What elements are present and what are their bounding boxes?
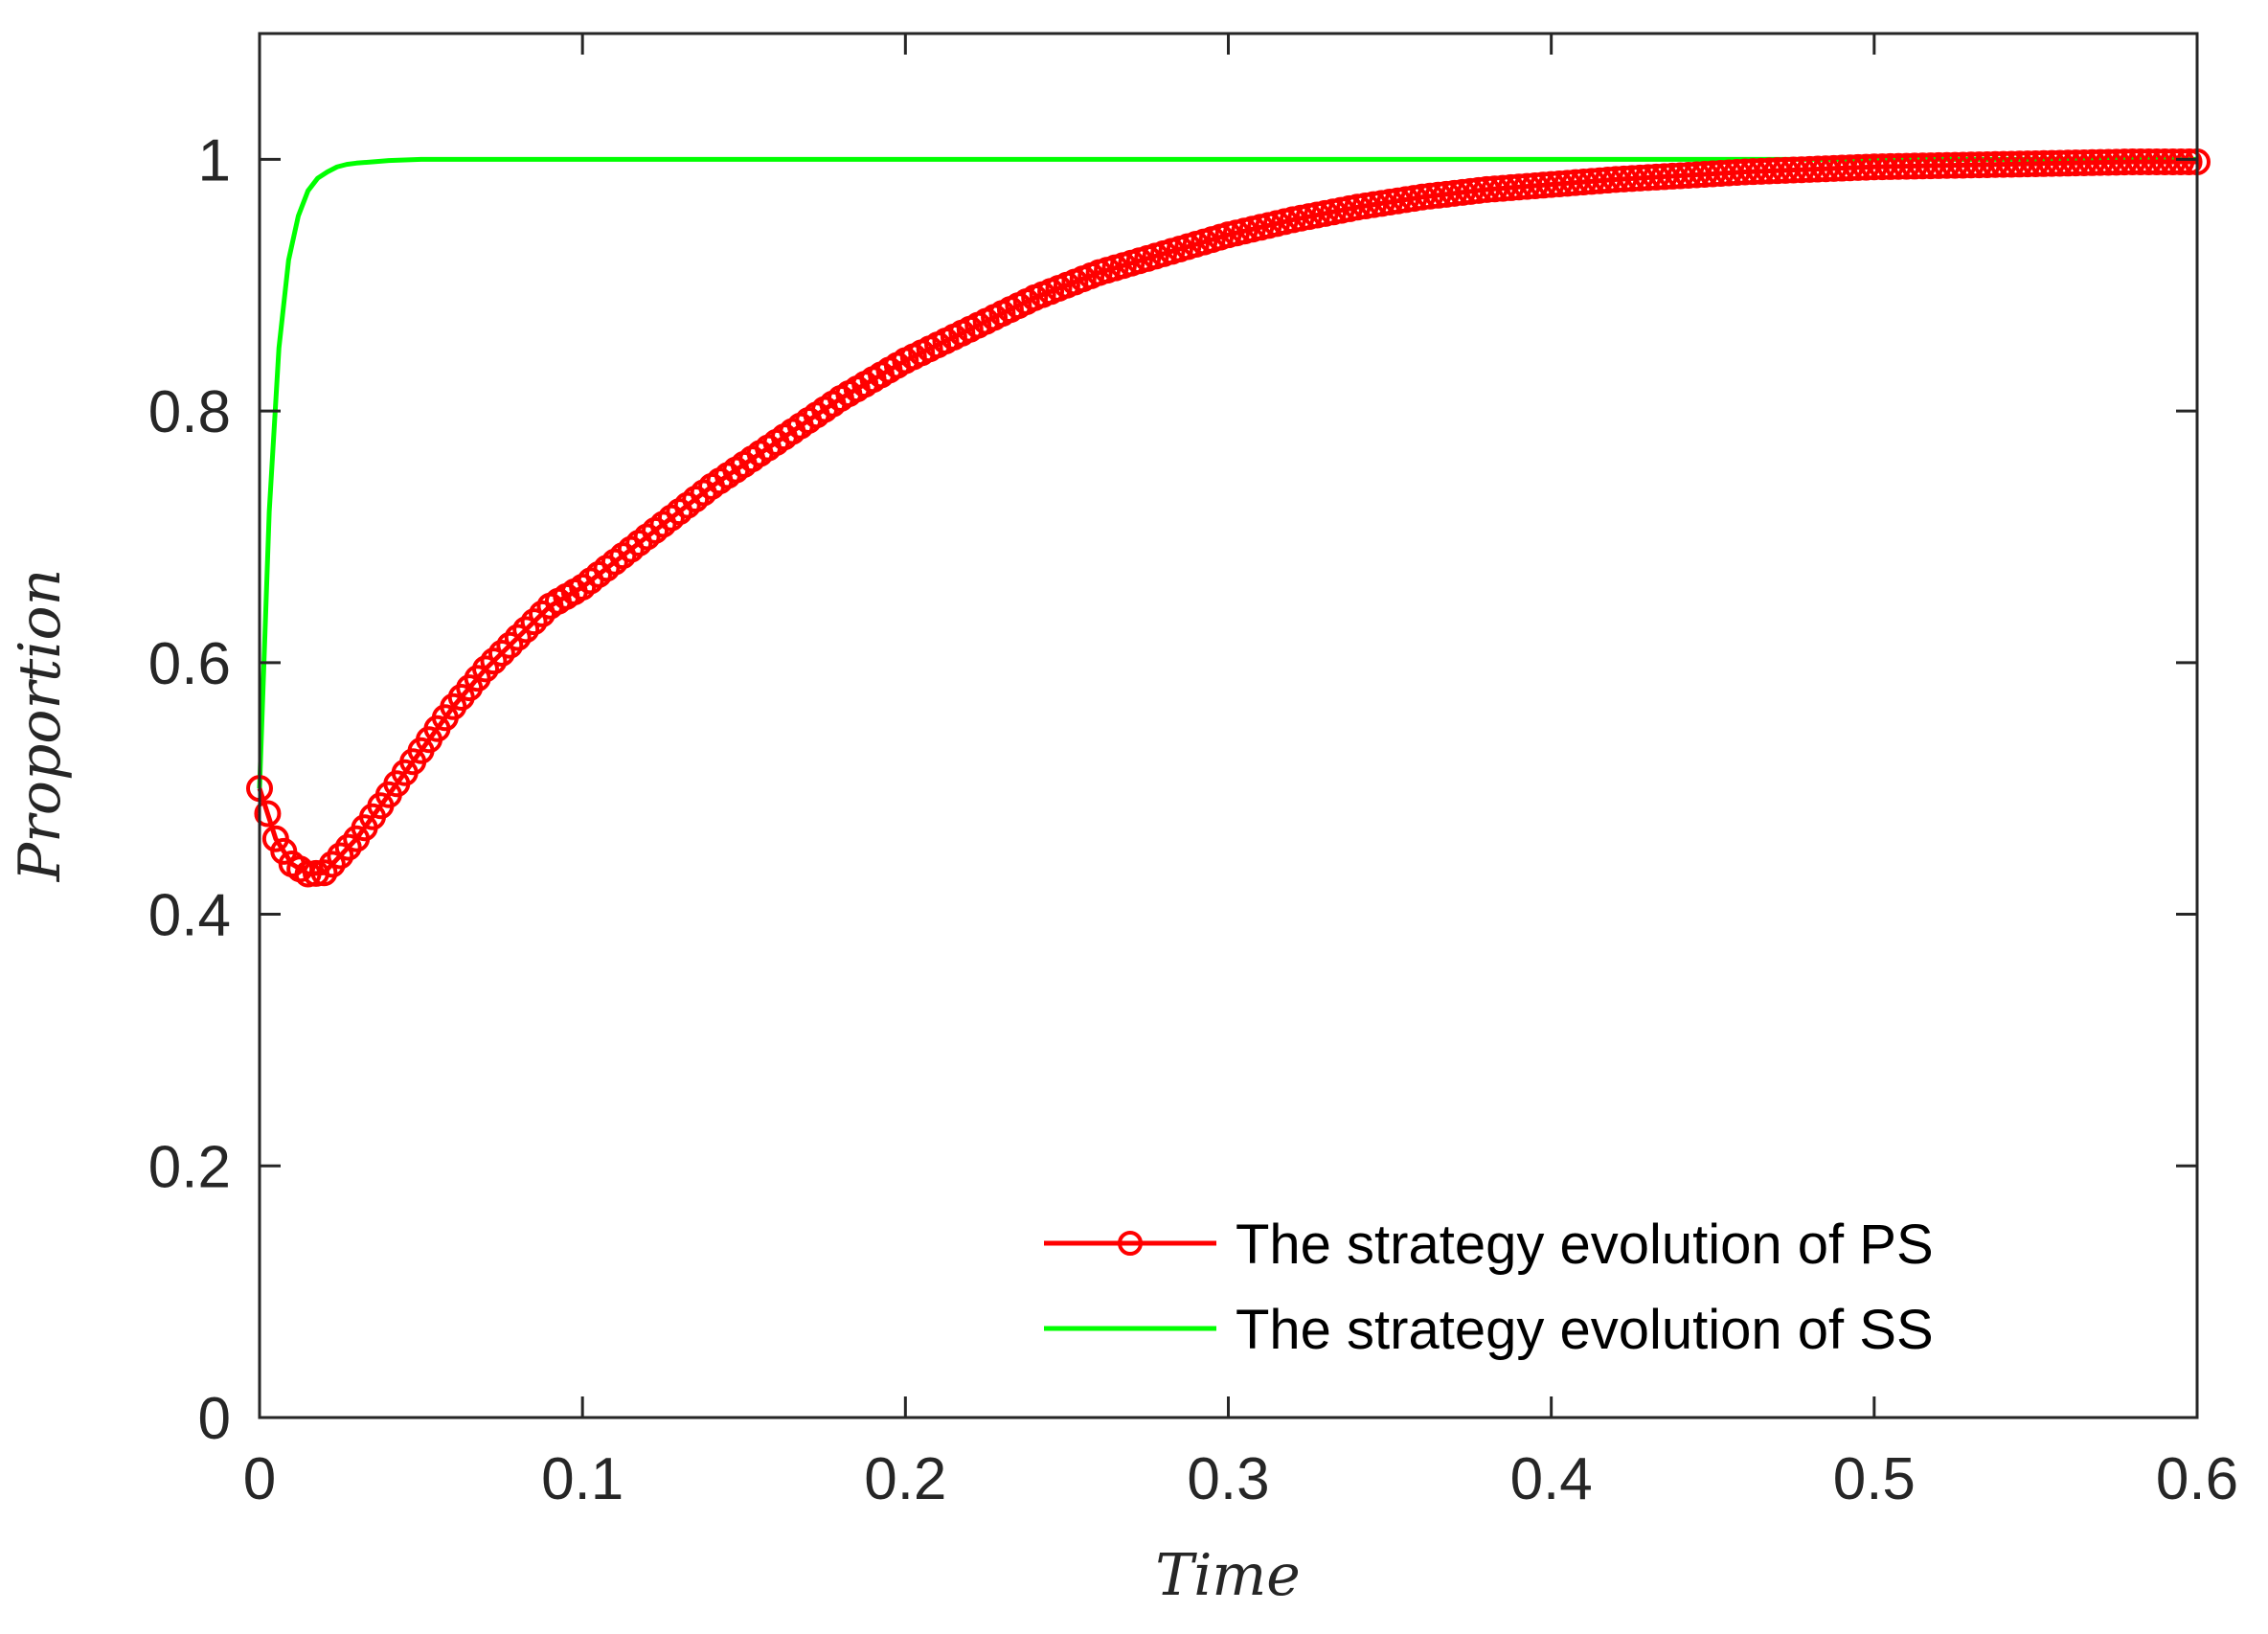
data-point-ps: [318, 851, 346, 878]
y-tick-label: 0: [198, 1386, 231, 1452]
legend-marker-ps: [1118, 1231, 1143, 1256]
y-tick-label: 1: [198, 127, 231, 193]
y-tick-label: 0.6: [148, 631, 231, 697]
data-point-ps: [2167, 148, 2195, 175]
series-layer: [246, 148, 2211, 888]
y-axis-label: Proportion: [7, 569, 74, 882]
x-tick-label: 0.3: [1187, 1446, 1269, 1512]
data-point-ps: [2175, 148, 2203, 175]
y-tick-label: 0.8: [148, 379, 231, 445]
x-tick-label: 0.1: [541, 1446, 624, 1512]
x-tick-label: 0.2: [864, 1446, 946, 1512]
series-line-ss: [257, 156, 2197, 789]
y-tick-label: 0.2: [148, 1134, 231, 1200]
legend: The strategy evolution of PS The strateg…: [1044, 1214, 1934, 1361]
data-point-ps: [512, 616, 540, 644]
x-tick-label: 0: [243, 1446, 276, 1512]
x-tick-label: 0.5: [1833, 1446, 1916, 1512]
data-point-ps: [310, 859, 338, 887]
data-point-ps: [254, 800, 282, 828]
data-point-ps: [327, 842, 354, 870]
data-point-ps: [334, 833, 362, 861]
data-point-ps: [529, 600, 556, 627]
x-axis-label: Time: [1155, 1542, 1301, 1609]
plot-area: [260, 34, 2197, 1418]
data-point-ps: [496, 631, 524, 659]
x-tick-label: 0.6: [2156, 1446, 2238, 1512]
series-markers-ps: [246, 148, 2211, 888]
data-point-ps: [472, 655, 500, 683]
ticks-layer: 0 0.1 0.2 0.3 0.4 0.5 0.6 0 0.2 0.4 0.6 0.8 1: [148, 34, 2238, 1512]
data-point-ps: [520, 608, 548, 636]
legend-label-ss: The strategy evolution of SS: [1236, 1299, 1934, 1361]
data-point-ps: [504, 624, 532, 651]
data-point-ps: [488, 639, 515, 667]
x-tick-label: 0.4: [1510, 1446, 1593, 1512]
legend-label-ps: The strategy evolution of PS: [1236, 1214, 1934, 1276]
y-tick-label: 0.4: [148, 883, 231, 949]
data-point-ps: [480, 647, 508, 675]
data-point-ps: [294, 860, 322, 888]
